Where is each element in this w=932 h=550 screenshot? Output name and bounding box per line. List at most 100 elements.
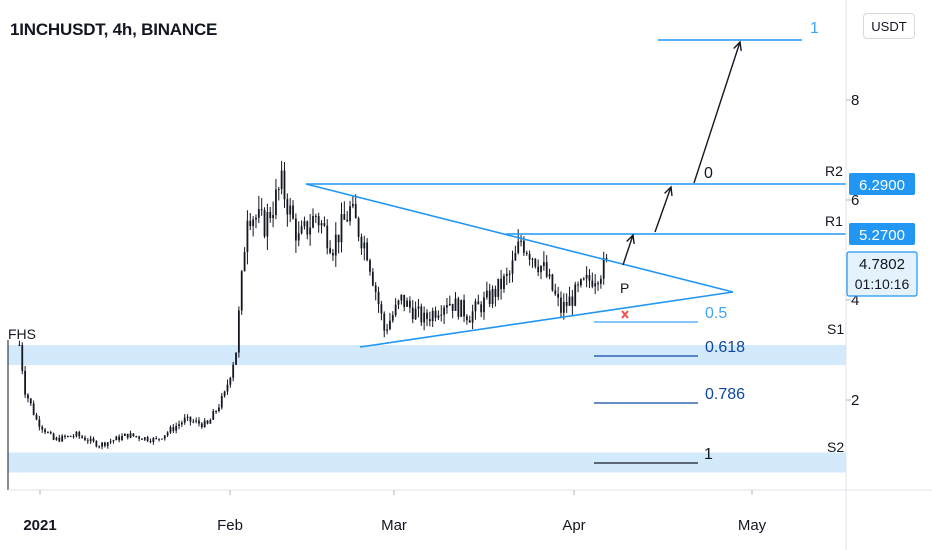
candle-body <box>332 252 334 256</box>
candle-body <box>446 305 448 308</box>
candle-body <box>175 426 178 431</box>
candle <box>477 294 480 305</box>
candle <box>334 222 337 267</box>
candle-body <box>520 240 522 242</box>
candle-body <box>277 189 280 191</box>
candle-body <box>255 217 257 220</box>
candle <box>269 206 272 223</box>
candle <box>451 303 454 319</box>
candle <box>104 441 106 448</box>
candle <box>540 265 542 280</box>
candle <box>155 436 158 440</box>
candle-body <box>337 234 340 243</box>
candle <box>420 303 423 326</box>
trend-line <box>305 183 734 293</box>
candle-body <box>180 422 183 425</box>
candle <box>283 161 286 208</box>
candle <box>597 280 599 291</box>
candle-body <box>226 384 229 392</box>
candle-body <box>454 298 457 311</box>
candle <box>189 416 192 426</box>
candle-body <box>457 298 460 317</box>
candle-body <box>166 432 169 436</box>
candle-body <box>66 435 69 437</box>
candle-body <box>431 310 434 322</box>
candle <box>349 200 351 226</box>
candle <box>86 438 89 444</box>
candle <box>460 299 463 317</box>
candle-body <box>557 293 560 298</box>
candle <box>277 187 280 201</box>
candle-body <box>369 260 371 272</box>
candle <box>383 311 386 338</box>
candle <box>29 398 32 406</box>
candle <box>582 277 585 281</box>
candle <box>212 408 215 420</box>
candle-body <box>78 432 81 437</box>
candle <box>426 309 428 327</box>
candle-body <box>101 442 103 447</box>
candle <box>286 193 289 227</box>
candle-body <box>21 345 24 371</box>
candle-body <box>443 307 446 315</box>
candles-layer <box>18 160 608 450</box>
zone-rect <box>8 452 846 473</box>
candle <box>585 266 588 288</box>
x-tick-label: Feb <box>217 517 243 534</box>
candle-body <box>146 437 149 441</box>
level-label: S2 <box>827 439 844 455</box>
candle-body <box>528 254 531 260</box>
candle <box>98 445 101 449</box>
candle <box>332 249 334 262</box>
candle <box>200 422 203 429</box>
candle <box>483 291 485 320</box>
candle-body <box>75 432 78 437</box>
candle-body <box>309 227 312 235</box>
countdown-value: 01:10:16 <box>855 276 910 292</box>
candle <box>89 435 92 444</box>
candle <box>132 433 135 437</box>
currency-button[interactable]: USDT <box>863 13 915 39</box>
candle <box>371 268 374 287</box>
candle <box>437 310 440 321</box>
candle-body <box>568 296 571 306</box>
projection-arrow <box>654 186 672 233</box>
candle <box>485 281 488 300</box>
arrow-head <box>626 233 635 245</box>
level-label: S1 <box>827 321 844 337</box>
candle <box>275 178 277 220</box>
candle-body <box>29 398 32 404</box>
candle-body <box>471 311 474 323</box>
candle-body <box>460 299 463 317</box>
candle-body <box>505 273 508 276</box>
candle <box>44 427 46 435</box>
candle <box>568 286 571 306</box>
candle <box>255 214 257 229</box>
candle <box>557 286 560 307</box>
candle-body <box>275 189 277 216</box>
candle <box>351 195 354 209</box>
candle-body <box>52 433 55 440</box>
candle-body <box>195 420 198 422</box>
candle-body <box>243 252 246 272</box>
candle <box>166 431 169 438</box>
candle-body <box>428 319 431 322</box>
candle-body <box>497 278 500 297</box>
candle-body <box>423 312 426 323</box>
candle-body <box>232 364 235 378</box>
candle <box>414 301 417 320</box>
candle <box>520 235 522 247</box>
candle <box>115 435 118 441</box>
candle <box>491 285 494 309</box>
candle-body <box>246 220 249 253</box>
candle-body <box>118 436 121 441</box>
candle <box>411 300 414 324</box>
candle-body <box>47 432 49 434</box>
candle-body <box>172 427 175 431</box>
candle-body <box>488 290 491 305</box>
candle-body <box>303 221 306 227</box>
candle <box>266 203 269 250</box>
candle-body <box>397 300 400 305</box>
x-tick-label: May <box>738 517 767 534</box>
candle-body <box>69 435 72 437</box>
